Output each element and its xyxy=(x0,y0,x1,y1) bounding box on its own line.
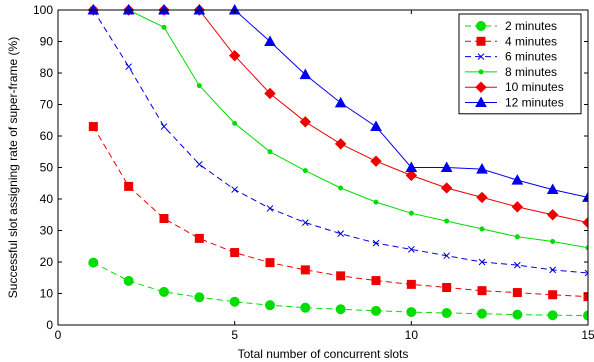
legend-label: 4 minutes xyxy=(505,34,557,48)
legend-marker xyxy=(479,70,483,74)
data-point xyxy=(160,287,169,296)
data-point xyxy=(442,309,451,318)
data-point xyxy=(266,301,275,310)
data-point xyxy=(551,240,555,244)
y-tick-label: 10 xyxy=(40,287,54,301)
data-point xyxy=(478,287,486,295)
data-point xyxy=(548,210,558,220)
y-tick-label: 0 xyxy=(46,318,53,332)
x-tick-label: 10 xyxy=(405,328,419,342)
data-point xyxy=(301,303,310,312)
data-point xyxy=(445,219,449,223)
data-point xyxy=(230,297,239,306)
data-point xyxy=(232,187,238,193)
data-point xyxy=(336,305,345,314)
data-point xyxy=(303,169,307,173)
data-point xyxy=(231,249,239,257)
data-point xyxy=(124,276,133,285)
data-point xyxy=(338,231,344,237)
x-tick-label: 0 xyxy=(55,328,62,342)
y-tick-label: 60 xyxy=(40,129,54,143)
data-point xyxy=(196,161,202,167)
y-tick-label: 20 xyxy=(40,255,54,269)
data-point xyxy=(162,25,166,29)
data-point xyxy=(126,64,132,70)
y-tick-label: 80 xyxy=(40,66,54,80)
series-line xyxy=(93,127,588,297)
data-point xyxy=(197,84,201,88)
legend-label: 2 minutes xyxy=(505,19,557,33)
data-point xyxy=(268,150,272,154)
y-tick-label: 30 xyxy=(40,224,54,238)
legend-label: 6 minutes xyxy=(505,50,557,64)
y-axis-title: Successful slot assigning rate of super-… xyxy=(6,37,20,298)
data-point xyxy=(161,124,167,130)
data-point xyxy=(125,182,133,190)
data-point xyxy=(195,293,204,302)
y-tick-label: 40 xyxy=(40,192,54,206)
x-axis-title: Total number of concurrent slots xyxy=(238,347,409,361)
legend-marker xyxy=(477,22,486,31)
data-point xyxy=(336,139,346,149)
data-point xyxy=(480,227,484,231)
data-point xyxy=(512,202,522,212)
data-point xyxy=(301,266,309,274)
y-tick-label: 100 xyxy=(33,3,53,17)
data-point xyxy=(477,192,487,202)
x-tick-label: 5 xyxy=(231,328,238,342)
y-tick-label: 90 xyxy=(40,35,54,49)
data-point xyxy=(442,183,452,193)
data-point xyxy=(195,234,203,242)
data-point xyxy=(300,117,310,127)
data-point xyxy=(513,289,521,297)
data-point xyxy=(549,291,557,299)
legend-label: 10 minutes xyxy=(505,80,564,94)
data-point xyxy=(89,258,98,267)
data-point xyxy=(160,215,168,223)
data-point xyxy=(336,98,346,107)
legend-marker xyxy=(477,37,485,45)
data-point xyxy=(339,186,343,190)
data-point xyxy=(407,308,416,317)
y-tick-label: 50 xyxy=(40,161,54,175)
data-point xyxy=(302,220,308,226)
data-point xyxy=(371,156,381,166)
data-point xyxy=(548,311,557,320)
data-point xyxy=(266,259,274,267)
data-point xyxy=(372,277,380,285)
legend-label: 8 minutes xyxy=(505,65,557,79)
data-point xyxy=(407,280,415,288)
data-point xyxy=(478,309,487,318)
data-point xyxy=(372,306,381,315)
data-point xyxy=(374,200,378,204)
data-point xyxy=(515,235,519,239)
data-point xyxy=(267,205,273,211)
data-point xyxy=(89,123,97,131)
data-point xyxy=(233,121,237,125)
data-point xyxy=(409,211,413,215)
legend-label: 12 minutes xyxy=(505,96,564,110)
data-point xyxy=(443,284,451,292)
data-point xyxy=(371,122,381,131)
data-point xyxy=(512,175,522,184)
data-point xyxy=(337,272,345,280)
data-point xyxy=(513,310,522,319)
x-tick-label: 15 xyxy=(581,328,594,342)
y-tick-label: 70 xyxy=(40,98,54,112)
